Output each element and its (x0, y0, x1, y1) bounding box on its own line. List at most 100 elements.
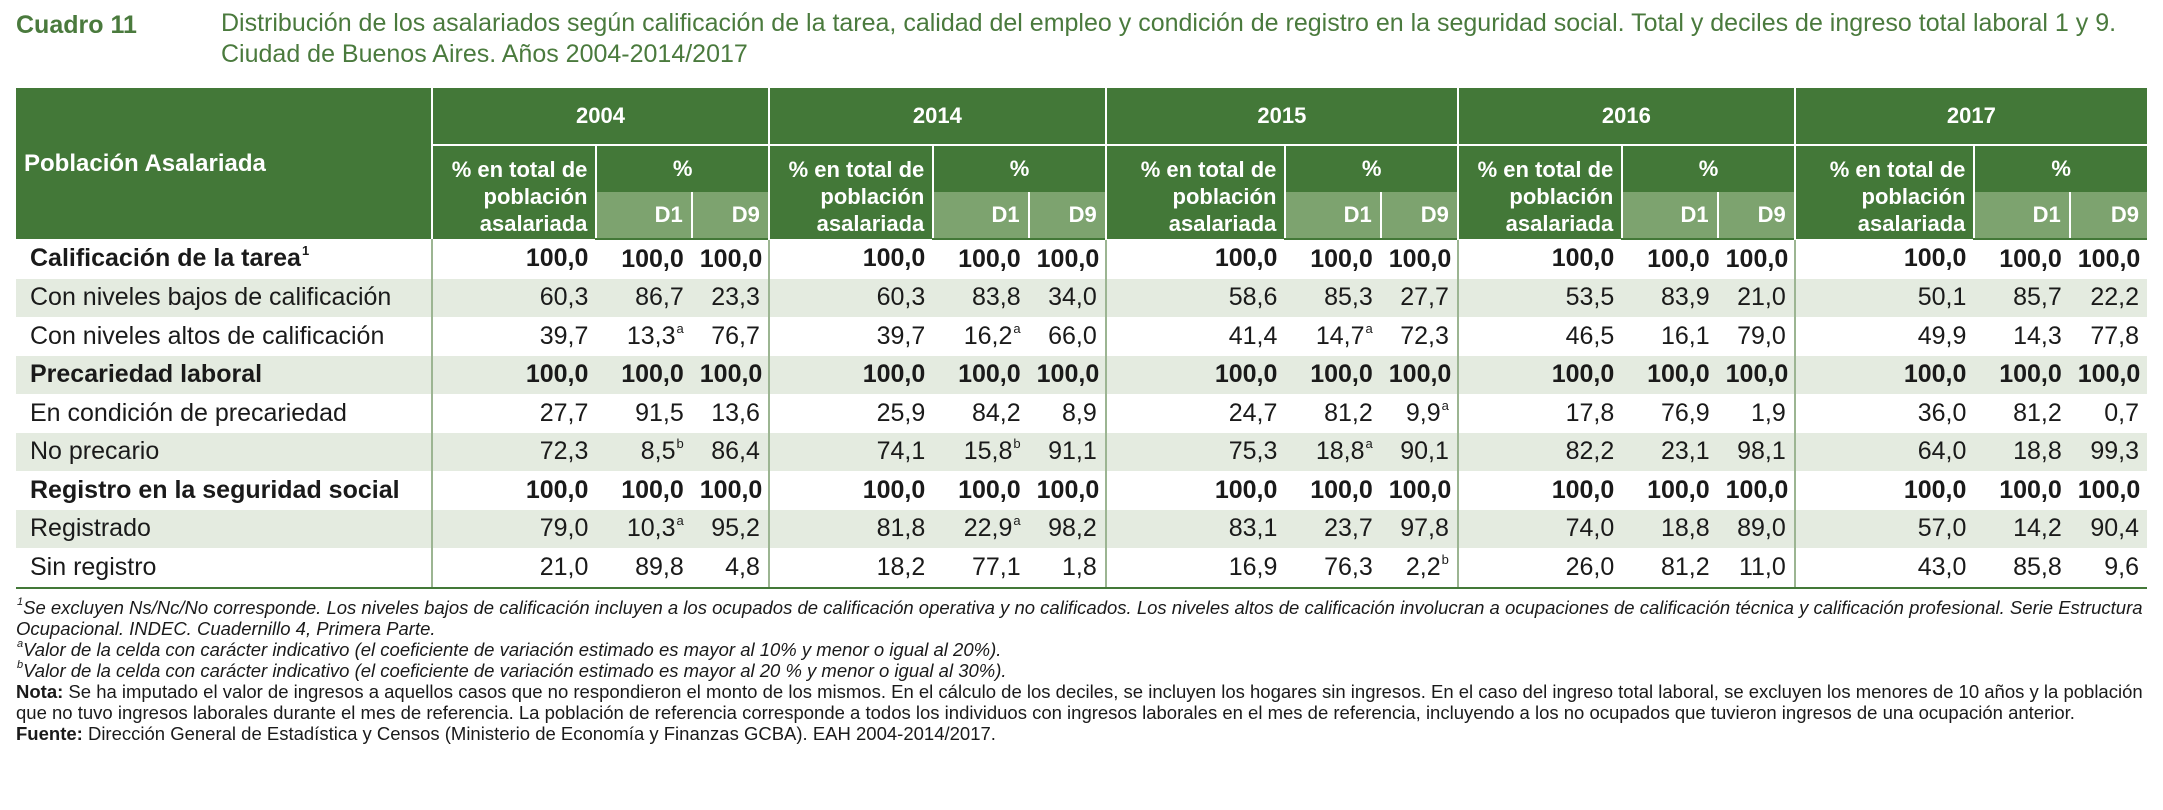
footnote-b: bValor de la celda con carácter indicati… (16, 659, 2147, 681)
table-cell: 9,9a (1381, 394, 1458, 433)
table-title: Distribución de los asalariados según ca… (221, 9, 2117, 68)
cell-value: 25,9 (876, 398, 926, 427)
cell-value: 75,3 (1228, 437, 1278, 466)
cell-value: 100,0 (699, 244, 763, 273)
table-cell: 82,2 (1456, 432, 1623, 471)
table-cell: 100,0 (1029, 471, 1106, 510)
table-cell: 100,0 (1622, 355, 1718, 394)
table-cell: 100,0 (1104, 239, 1286, 279)
table-cell: 1,9 (1718, 394, 1795, 433)
footnote-mark: b (1441, 551, 1449, 567)
table-cell: 79,0 (1718, 317, 1795, 356)
decile-header-d1: D1 (1973, 192, 2070, 240)
pct-header: % (1284, 144, 1458, 192)
table-cell: 90,4 (2069, 509, 2147, 548)
footnote-mark: a (1013, 320, 1021, 336)
table-row-category: Registro en la seguridad social 100,0 100,… (16, 471, 2147, 510)
table-cell: 100,0 (1793, 355, 1975, 394)
year-header: 2017 (1793, 88, 2147, 145)
table-cell: 91,1 (1028, 432, 1106, 471)
cell-value: 100,0 (1725, 475, 1789, 504)
table-cell: 76,7 (692, 317, 769, 356)
table-cell: 76,3 (1285, 548, 1381, 589)
cell-value: 100,0 (1903, 360, 1967, 389)
year-header: 2015 (1104, 88, 1458, 145)
table-cell: 100,0 (767, 471, 934, 510)
cell-value: 100,0 (958, 475, 1021, 504)
footnote-mark: a (676, 513, 684, 529)
table-cell: 100,0 (1718, 471, 1795, 510)
table-cell: 50,1 (1793, 278, 1975, 317)
cell-value: 100,0 (1388, 244, 1452, 273)
table-cell: 100,0 (431, 239, 597, 279)
table-cell: 23,1 (1622, 432, 1718, 471)
table-cell: 26,0 (1456, 548, 1623, 589)
cell-value: 64,0 (1917, 437, 1967, 466)
cell-value: 100,0 (1310, 475, 1373, 504)
cell-value: 81,2 (1660, 552, 1710, 581)
table-cell: 18,8 (1622, 509, 1718, 548)
table-cell: 100,0 (1718, 239, 1795, 279)
cell-value: 83,9 (1660, 283, 1710, 312)
note-label: Nota: (16, 680, 64, 702)
table-cell: 100,0 (596, 471, 691, 510)
table-cell: 66,0 (1029, 317, 1106, 356)
row-label: Precariedad laboral (16, 355, 433, 394)
table-cell: 100,0 (1793, 471, 1975, 510)
table-cell: 57,0 (1793, 509, 1975, 548)
table-cell: 100,0 (2070, 239, 2147, 279)
cell-value: 23,3 (711, 283, 760, 312)
table-cell: 81,2 (1622, 548, 1718, 589)
decile-header-d9: D9 (690, 192, 769, 240)
table-row-category: Calificación de la tarea1 100,0 100,0 100,0… (16, 239, 2147, 279)
cell-value: 74,1 (876, 437, 926, 466)
table-cell: 100,0 (1456, 239, 1623, 279)
cell-value: 100,0 (1725, 360, 1789, 389)
row-label-text: En condición de precariedad (30, 398, 347, 427)
table-row: Sin registro 21,0 89,8 4,8 18,2 77,1 1,8 16,9 76… (16, 548, 2147, 589)
cell-value: 85,8 (2013, 552, 2062, 581)
footnote-mark: 1 (301, 243, 310, 259)
cell-value: 100,0 (525, 244, 589, 273)
cell-value: 100,0 (1036, 360, 1100, 389)
cell-value: 100,0 (1551, 475, 1615, 504)
table-cell: 100,0 (933, 239, 1028, 279)
cell-value: 27,7 (1400, 283, 1449, 312)
table-cell: 1,8 (1028, 548, 1106, 589)
decile-header-d1: D1 (1621, 192, 1718, 240)
cell-value: 85,3 (1324, 283, 1373, 312)
table-cell: 49,9 (1793, 317, 1975, 356)
table-cell: 8,5b (596, 432, 692, 471)
table-cell: 21,0 (1717, 278, 1795, 317)
cell-value: 9,9 (1405, 398, 1441, 427)
footnote-text: Valor de la celda con carácter indicativ… (23, 638, 1002, 660)
note: Nota: Se ha imputado el valor de ingreso… (16, 681, 2147, 723)
table-cell: 86,4 (691, 432, 769, 471)
table-cell: 41,4 (1104, 317, 1286, 356)
cell-value: 100,0 (958, 244, 1021, 273)
table-cell: 14,3 (1974, 317, 2069, 356)
table-cell: 0,7 (2070, 394, 2147, 433)
cell-value: 77,1 (971, 552, 1021, 581)
footnote-a: aValor de la celda con carácter indicati… (16, 638, 2147, 660)
table-cell: 22,2 (2069, 278, 2147, 317)
cell-value: 100,0 (1903, 244, 1967, 273)
table-cell: 85,8 (1974, 548, 2070, 589)
decile-header-d9: D9 (1379, 192, 1458, 240)
pct-total-header: % en total de población asalariada (1793, 144, 1975, 239)
cell-value: 81,2 (2013, 398, 2062, 427)
table-cell: 2,2b (1380, 548, 1458, 589)
cell-value: 100,0 (699, 475, 763, 504)
cell-value: 22,9 (963, 514, 1013, 543)
table-cell: 16,9 (1104, 548, 1286, 589)
table-cell: 100,0 (1104, 471, 1286, 510)
cell-value: 18,2 (876, 552, 926, 581)
cell-value: 72,3 (1400, 321, 1449, 350)
table-cell: 16,1 (1622, 317, 1717, 356)
table-cell: 100,0 (767, 355, 934, 394)
table-cell: 100,0 (1381, 239, 1458, 279)
table-cell: 100,0 (431, 355, 597, 394)
table-cell: 83,1 (1104, 509, 1286, 548)
table-cell: 64,0 (1793, 432, 1975, 471)
cell-value: 14,7 (1315, 321, 1365, 350)
